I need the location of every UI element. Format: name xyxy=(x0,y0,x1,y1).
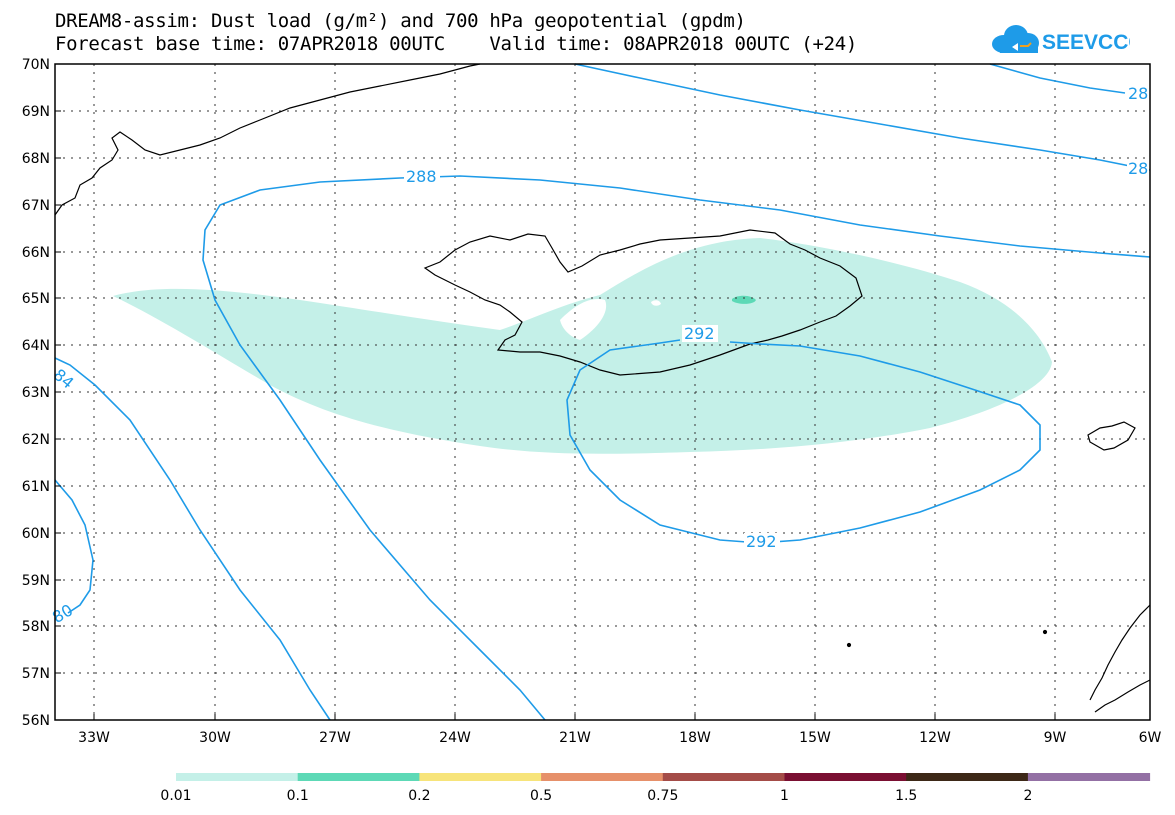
iceland-west-patch xyxy=(560,299,607,340)
colorbar-swatch xyxy=(784,773,907,781)
lat-label: 67N xyxy=(22,198,50,214)
colorbar-swatch xyxy=(176,773,299,781)
contour-label-292-bottom: 292 xyxy=(746,532,777,551)
lat-label: 66N xyxy=(22,245,50,261)
dust-area-low xyxy=(113,238,1052,454)
lon-label: 30W xyxy=(199,730,231,746)
lon-label: 6W xyxy=(1139,730,1162,746)
map-title: DREAM8-assim: Dust load (g/m²) and 700 h… xyxy=(55,10,746,32)
map-subtitle: Forecast base time: 07APR2018 00UTC Vali… xyxy=(55,33,858,55)
lon-label: 18W xyxy=(679,730,711,746)
lat-label: 56N xyxy=(22,713,50,729)
contour-28-topright xyxy=(989,63,1126,94)
tick-marks xyxy=(55,110,1056,720)
lat-label: 65N xyxy=(22,291,50,307)
lat-label: 70N xyxy=(22,57,50,73)
colorbar-swatch xyxy=(419,773,542,781)
greenland-coast xyxy=(54,63,481,216)
colorbar-label: 0.2 xyxy=(408,788,430,804)
dust-area-mid xyxy=(732,295,756,304)
colorbar-swatch xyxy=(1027,773,1151,781)
colorbar-label: 0.1 xyxy=(287,788,309,804)
lat-label: 59N xyxy=(22,573,50,589)
colorbar-label: 1.5 xyxy=(895,788,917,804)
contour-28-top xyxy=(574,63,1151,171)
colorbar-label: 1 xyxy=(780,788,789,804)
lon-label: 24W xyxy=(439,730,471,746)
contour-288-closed xyxy=(202,175,1151,721)
lon-label: 9W xyxy=(1044,730,1067,746)
faroe-coast xyxy=(1087,421,1136,451)
lon-label: 15W xyxy=(799,730,831,746)
lat-label: 64N xyxy=(22,338,50,354)
latitude-labels: 70N 69N 68N 67N 66N 65N 64N 63N 62N 61N … xyxy=(22,57,50,729)
contour-label-28-b: 28 xyxy=(1128,159,1148,178)
lon-label: 33W xyxy=(78,730,110,746)
contour-288 xyxy=(54,357,331,721)
colorbar-swatch xyxy=(297,773,420,781)
geopotential-contours xyxy=(54,63,1151,721)
colorbar-swatch xyxy=(906,773,1029,781)
colorbar-swatch xyxy=(541,773,664,781)
contour-292 xyxy=(566,339,1041,544)
cloud-icon xyxy=(992,25,1039,53)
contour-label-84: 84 xyxy=(50,365,78,393)
contour-label-292-top: 292 xyxy=(684,324,715,343)
colorbar-label: 2 xyxy=(1023,788,1032,804)
scotland-coast xyxy=(1089,604,1151,713)
colorbar-swatch xyxy=(662,773,785,781)
contour-label-288: 288 xyxy=(406,167,437,186)
lon-label: 21W xyxy=(559,730,591,746)
contour-label-80: 80 xyxy=(49,600,76,627)
lat-label: 62N xyxy=(22,432,50,448)
lon-label: 27W xyxy=(319,730,351,746)
lat-label: 57N xyxy=(22,666,50,682)
colorbar-label: 0.5 xyxy=(530,788,552,804)
iceland-small-patch xyxy=(651,300,661,306)
longitude-labels: 33W 30W 27W 24W 21W 18W 15W 12W 9W 6W xyxy=(78,730,1161,746)
lat-label: 69N xyxy=(22,104,50,120)
grid xyxy=(55,64,1150,720)
lon-label: 12W xyxy=(919,730,951,746)
seevccc-logo: SEEVCCC xyxy=(992,25,1130,54)
coastlines xyxy=(54,63,1151,713)
lat-label: 63N xyxy=(22,385,50,401)
lat-label: 68N xyxy=(22,151,50,167)
iceland-coast xyxy=(423,229,863,376)
contour-80 xyxy=(54,479,94,614)
contour-label-28-a: 28 xyxy=(1128,84,1148,103)
logo-text: SEEVCCC xyxy=(1042,31,1130,54)
lat-label: 60N xyxy=(22,526,50,542)
colorbar-label: 0.01 xyxy=(160,788,191,804)
lat-label: 61N xyxy=(22,479,50,495)
colorbar: 0.01 0.1 0.2 0.5 0.75 1 1.5 2 xyxy=(160,773,1151,804)
lat-label: 58N xyxy=(22,619,50,635)
colorbar-label: 0.75 xyxy=(647,788,678,804)
